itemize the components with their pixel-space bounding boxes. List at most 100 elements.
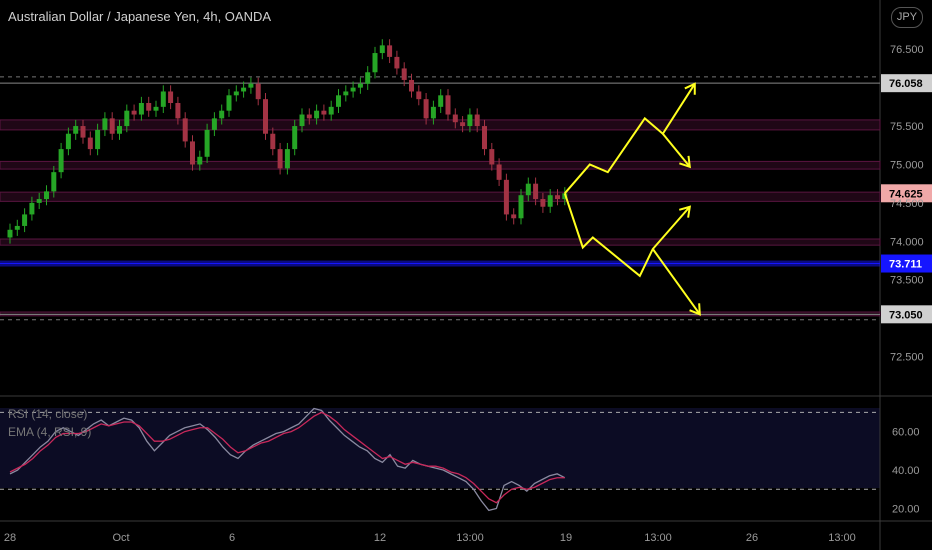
candle-body[interactable] (241, 87, 247, 92)
candle-body[interactable] (248, 83, 254, 88)
candle-body[interactable] (58, 149, 64, 173)
candle-body[interactable] (401, 68, 407, 80)
price-label-2[interactable]: 73.711 (889, 259, 922, 271)
candle-body[interactable] (102, 118, 108, 130)
ema-line[interactable] (9, 411, 565, 504)
candle-body[interactable] (211, 118, 217, 130)
resistance-zone-0[interactable] (0, 119, 881, 131)
candle-body[interactable] (409, 79, 414, 92)
resistance-zone-1[interactable] (0, 160, 881, 170)
candle-body[interactable] (29, 202, 35, 215)
candle-body[interactable] (336, 95, 341, 107)
candle-body[interactable] (357, 83, 363, 88)
candle-body[interactable] (51, 172, 57, 192)
candle-body[interactable] (65, 133, 71, 150)
projection-arrowhead-1[interactable] (679, 155, 691, 169)
candle-body[interactable] (117, 126, 122, 134)
candle-body[interactable] (22, 214, 28, 226)
candle-body[interactable] (394, 56, 400, 69)
resistance-zone-3[interactable] (0, 238, 881, 246)
candle-body[interactable] (416, 91, 422, 100)
projection-path-3[interactable] (651, 248, 701, 315)
candle-body[interactable] (314, 110, 320, 119)
price-label-3[interactable]: 73.050 (889, 309, 923, 321)
projection-arrowhead-2[interactable] (678, 205, 692, 218)
currency-badge[interactable]: JPY (891, 7, 923, 28)
candle-body[interactable] (496, 164, 502, 180)
candle-body[interactable] (109, 118, 115, 134)
candle-body[interactable] (299, 114, 305, 127)
projection-path-2[interactable] (563, 192, 691, 278)
candle-body[interactable] (80, 126, 86, 138)
candle-body[interactable] (73, 126, 79, 134)
candle-body[interactable] (263, 99, 268, 134)
candle-body[interactable] (190, 141, 195, 165)
candle-body[interactable] (518, 195, 524, 219)
candle-body[interactable] (270, 133, 276, 150)
candle-body[interactable] (153, 106, 159, 111)
symbol-title[interactable]: Australian Dollar / Japanese Yen, 4h, OA… (8, 9, 272, 24)
candle-body[interactable] (168, 91, 174, 103)
candle-body[interactable] (430, 106, 436, 119)
ema-legend-label[interactable]: EMA (4, RSI, 9) (8, 425, 92, 439)
candle-body[interactable] (277, 149, 283, 169)
candle-body[interactable] (124, 110, 130, 127)
candle-body[interactable] (306, 114, 312, 119)
candle-body[interactable] (372, 53, 378, 73)
candle-body[interactable] (555, 195, 560, 200)
candle-body[interactable] (233, 91, 239, 96)
candle-body[interactable] (482, 126, 487, 150)
candle-body[interactable] (328, 106, 334, 115)
candle-body[interactable] (379, 45, 385, 54)
candle-body[interactable] (182, 118, 188, 142)
candle-body[interactable] (511, 214, 517, 219)
candle-body[interactable] (219, 110, 225, 119)
candle-body[interactable] (44, 191, 49, 200)
candle-body[interactable] (387, 45, 393, 57)
price-label-0[interactable]: 76.058 (889, 78, 923, 90)
candle-body[interactable] (14, 225, 20, 230)
projection-arrowhead-3[interactable] (689, 303, 701, 316)
candle-body[interactable] (255, 83, 261, 100)
candle-body[interactable] (160, 91, 166, 107)
candle-body[interactable] (525, 183, 531, 196)
candle-body[interactable] (197, 156, 203, 165)
candle-body[interactable] (138, 103, 144, 115)
candle-body[interactable] (438, 95, 444, 107)
candle-body[interactable] (452, 114, 458, 123)
rsi-legend-label[interactable]: RSI (14, close) (8, 407, 88, 421)
candle-body[interactable] (503, 179, 509, 215)
resistance-zone-2[interactable] (0, 191, 881, 202)
candle-body[interactable] (423, 99, 429, 119)
candle-body[interactable] (467, 114, 473, 127)
candle-body[interactable] (540, 199, 546, 207)
candle-body[interactable] (36, 199, 42, 203)
projection-path-0[interactable] (564, 83, 696, 194)
candle-body[interactable] (284, 149, 290, 169)
candle-body[interactable] (321, 110, 327, 115)
projection-arrowhead-0[interactable] (684, 82, 696, 95)
time-tick-label: 13:00 (828, 532, 856, 544)
candle-body[interactable] (474, 114, 480, 127)
candle-body[interactable] (226, 95, 232, 111)
candle-body[interactable] (350, 87, 356, 92)
candle-body[interactable] (175, 103, 181, 119)
candle-body[interactable] (489, 149, 495, 165)
candle-body[interactable] (292, 126, 298, 150)
candle-body[interactable] (87, 137, 93, 150)
candle-body[interactable] (131, 110, 137, 115)
price-label-1[interactable]: 74.625 (889, 188, 923, 200)
candle-body[interactable] (547, 195, 553, 207)
candle-body[interactable] (95, 129, 101, 150)
candle-body[interactable] (7, 229, 13, 238)
rsi-line[interactable] (9, 407, 566, 512)
candle-body[interactable] (445, 95, 451, 115)
projection-path-1[interactable] (662, 133, 691, 168)
candle-body[interactable] (343, 91, 349, 96)
candle-body[interactable] (146, 103, 152, 111)
candle-body[interactable] (533, 183, 539, 200)
candle-body[interactable] (204, 129, 210, 157)
candle-body[interactable] (460, 122, 466, 127)
candle-body[interactable] (365, 72, 371, 84)
